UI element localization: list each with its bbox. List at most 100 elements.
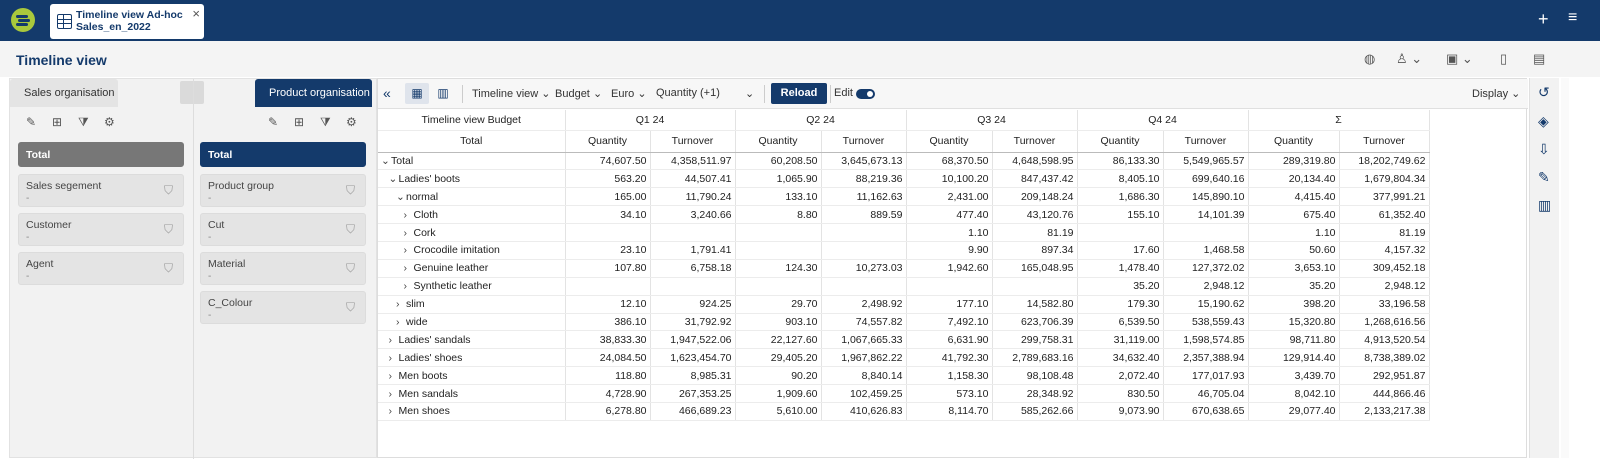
turnover-cell[interactable]: 2,789,683.16 [992, 348, 1078, 368]
quantity-cell[interactable]: 2,072.40 [1077, 366, 1164, 386]
turnover-cell[interactable]: 165,048.95 [992, 259, 1078, 278]
customer-dimension[interactable]: Customer - ⛉ [18, 213, 184, 246]
filter-clear-icon[interactable]: ⧩ [320, 115, 331, 129]
display-select[interactable]: Display ⌄ [1472, 87, 1520, 100]
table-row[interactable]: › Genuine leather 107.80 6,758.18 124.30 10,2… [378, 259, 1430, 278]
turnover-cell[interactable]: 1,067,665.33 [821, 330, 907, 350]
quantity-cell[interactable]: 177.10 [906, 295, 993, 314]
hierarchy-icon[interactable]: ⊞ [52, 115, 63, 129]
turnover-cell[interactable]: 267,353.25 [650, 384, 736, 403]
turnover-cell[interactable]: 6,758.18 [650, 259, 736, 278]
agent-dimension[interactable]: Agent - ⛉ [18, 252, 184, 285]
turnover-cell[interactable]: 177,017.93 [1163, 366, 1249, 386]
turnover-cell[interactable]: 1,268,616.56 [1339, 313, 1430, 332]
product-group-dimension[interactable]: Product group - ⛉ [200, 174, 366, 207]
quantity-cell[interactable]: 1,686.30 [1077, 187, 1164, 207]
table-row[interactable]: › Ladies' sandals 38,833.30 1,947,522.06 22,… [378, 330, 1430, 350]
turnover-cell[interactable]: 377,991.21 [1339, 187, 1430, 207]
quantity-cell[interactable] [735, 223, 822, 242]
quantity-cell[interactable] [565, 223, 651, 242]
book-icon[interactable]: ▥ [1538, 197, 1552, 213]
expand-chevron-icon[interactable]: › [403, 226, 408, 239]
row-label-cell[interactable]: ⌄Total [378, 152, 566, 171]
quantity-cell[interactable]: 675.40 [1248, 205, 1340, 225]
expand-chevron-icon[interactable]: › [403, 280, 408, 293]
turnover-cell[interactable]: 8,985.31 [650, 366, 736, 386]
table-row[interactable]: › wide 386.10 31,792.92 903.10 74,557.82 7,492… [378, 313, 1430, 332]
quantity-cell[interactable]: 155.10 [1077, 205, 1164, 225]
turnover-cell[interactable]: 11,162.63 [821, 187, 907, 207]
turnover-cell[interactable]: 670,638.65 [1163, 402, 1249, 421]
quantity-cell[interactable]: 3,439.70 [1248, 366, 1340, 386]
filter-icon[interactable]: ⛉ [345, 300, 355, 314]
row-label-cell[interactable]: › Genuine leather [378, 259, 566, 278]
turnover-cell[interactable]: 46,705.04 [1163, 384, 1249, 403]
turnover-cell[interactable] [821, 223, 907, 242]
turnover-cell[interactable]: 14,101.39 [1163, 205, 1249, 225]
filter-icon[interactable]: ⛉ [163, 222, 173, 236]
turnover-cell[interactable]: 145,890.10 [1163, 187, 1249, 207]
document-icon[interactable]: ▯ [1500, 51, 1508, 66]
row-label-cell[interactable]: › Ladies' shoes [378, 348, 566, 368]
quantity-cell[interactable] [1077, 223, 1164, 242]
row-label-cell[interactable]: › Crocodile imitation [378, 241, 566, 260]
quantity-cell[interactable]: 50.60 [1248, 241, 1340, 260]
collapse-chevron-icon[interactable]: ⌄ [388, 172, 398, 185]
turnover-cell[interactable]: 5,549,965.57 [1163, 152, 1249, 171]
quantity-cell[interactable]: 29,077.40 [1248, 402, 1340, 421]
hamburger-menu-icon[interactable]: ≡ [1568, 9, 1578, 26]
edit-icon[interactable]: ✎ [26, 115, 37, 129]
quantity-cell[interactable]: 903.10 [735, 313, 822, 332]
globe-icon[interactable]: ◍ [1364, 51, 1376, 66]
collapse-panel-icon[interactable]: « [383, 85, 391, 101]
quantity-cell[interactable]: 22,127.60 [735, 330, 822, 350]
filter-icon[interactable]: ⛉ [345, 183, 355, 197]
expand-chevron-icon[interactable]: › [388, 369, 393, 382]
filter-icon[interactable]: ⛉ [163, 183, 173, 197]
quantity-cell[interactable]: 74,607.50 [565, 152, 651, 171]
table-row[interactable]: › Men boots 118.80 8,985.31 90.20 8,840.14 1,1… [378, 366, 1430, 386]
quantity-cell[interactable]: 23.10 [565, 241, 651, 260]
turnover-cell[interactable]: 4,648,598.95 [992, 152, 1078, 171]
quantity-cell[interactable]: 1,158.30 [906, 366, 993, 386]
quantity-cell[interactable]: 90.20 [735, 366, 822, 386]
turnover-cell[interactable] [821, 241, 907, 260]
quantity-cell[interactable] [906, 277, 993, 296]
version-select[interactable]: Budget ⌄ [555, 87, 602, 100]
colour-dimension[interactable]: C_Colour - ⛉ [200, 291, 366, 324]
table-row[interactable]: › Crocodile imitation 23.10 1,791.41 9.90 897… [378, 241, 1430, 260]
quantity-cell[interactable]: 35.20 [1248, 277, 1340, 296]
row-label-cell[interactable]: ⌄normal [378, 187, 566, 207]
turnover-cell[interactable]: 98,108.48 [992, 366, 1078, 386]
quantity-cell[interactable]: 1,909.60 [735, 384, 822, 403]
turnover-cell[interactable]: 2,948.12 [1339, 277, 1430, 296]
app-logo-icon[interactable] [11, 8, 35, 32]
quantity-cell[interactable]: 4,415.40 [1248, 187, 1340, 207]
row-label-cell[interactable]: › Cloth [378, 205, 566, 225]
expand-chevron-icon[interactable]: › [388, 387, 393, 400]
turnover-cell[interactable]: 61,352.40 [1339, 205, 1430, 225]
turnover-cell[interactable]: 292,951.87 [1339, 366, 1430, 386]
turnover-cell[interactable]: 1,967,862.22 [821, 348, 907, 368]
quantity-cell[interactable]: 477.40 [906, 205, 993, 225]
quantity-cell[interactable]: 118.80 [565, 366, 651, 386]
sales-segment-dimension[interactable]: Sales segement - ⛉ [18, 174, 184, 207]
turnover-cell[interactable]: 209,148.24 [992, 187, 1078, 207]
quantity-cell[interactable]: 6,631.90 [906, 330, 993, 350]
quantity-cell[interactable]: 8,042.10 [1248, 384, 1340, 403]
turnover-cell[interactable]: 88,219.36 [821, 169, 907, 189]
quantity-cell[interactable]: 133.10 [735, 187, 822, 207]
quantity-cell[interactable]: 7,492.10 [906, 313, 993, 332]
turnover-cell[interactable]: 15,190.62 [1163, 295, 1249, 314]
filter-icon[interactable]: ⛉ [345, 261, 355, 275]
table-row[interactable]: › Men shoes 6,278.80 466,689.23 5,610.00 410,… [378, 402, 1430, 421]
expand-chevron-icon[interactable]: › [388, 351, 393, 364]
turnover-cell[interactable] [1163, 223, 1249, 242]
quantity-cell[interactable]: 29,405.20 [735, 348, 822, 368]
sales-total-item[interactable]: Total [18, 142, 184, 167]
turnover-cell[interactable]: 2,133,217.38 [1339, 402, 1430, 421]
table-row[interactable]: › Cloth 34.10 3,240.66 8.80 889.59 477.40 43,12… [378, 205, 1430, 225]
turnover-cell[interactable]: 1,791.41 [650, 241, 736, 260]
quantity-cell[interactable]: 8.80 [735, 205, 822, 225]
quantity-cell[interactable]: 830.50 [1077, 384, 1164, 403]
